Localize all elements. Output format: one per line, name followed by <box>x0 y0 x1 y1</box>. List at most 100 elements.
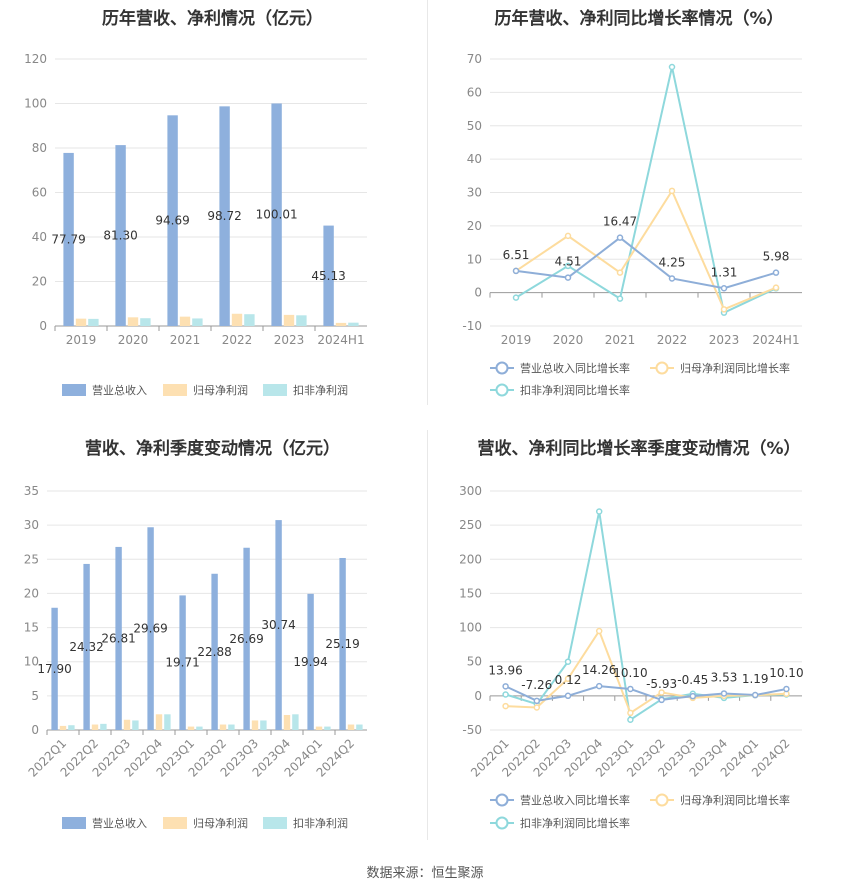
series-line-1 <box>515 188 777 311</box>
bar-0 <box>167 115 178 326</box>
point-0 <box>627 685 634 693</box>
point-1 <box>533 704 541 711</box>
bar-0 <box>115 145 126 326</box>
y-tick-label: 250 <box>459 518 482 532</box>
legend-label: 营业总收入 <box>92 816 147 830</box>
data-label: 30.74 <box>261 618 295 632</box>
panel-divider-bottom <box>427 430 428 840</box>
data-label: 5.98 <box>763 250 790 264</box>
data-label: 19.71 <box>165 656 199 670</box>
point-0 <box>751 691 759 699</box>
bar-2 <box>228 724 235 730</box>
data-label: 3.53 <box>711 670 738 684</box>
series-line-1 <box>505 628 787 715</box>
point-0 <box>616 234 624 241</box>
bar-0 <box>271 103 282 326</box>
data-label: 25.19 <box>325 637 359 651</box>
bar-0 <box>63 152 74 326</box>
y-tick-label: 150 <box>459 586 482 600</box>
annual-revenue-chart: 0 20 40 60 80 100 120 2019 77.79 2020 81.30 2021 94.… <box>24 52 367 397</box>
annual-growth-chart: -10 0 10 20 30 40 50 60 70 2019 2020 2021 2022 2023 20… <box>462 52 802 397</box>
bar-0 <box>219 106 230 327</box>
x-tick-label: 2023 <box>274 333 305 347</box>
point-0 <box>783 685 790 693</box>
bar-0 <box>179 595 186 730</box>
bar-2 <box>244 314 255 326</box>
data-label: -0.45 <box>677 673 708 687</box>
legend-label: 归母净利润 <box>193 383 248 397</box>
y-tick-label: 30 <box>24 518 39 532</box>
panel-divider-top <box>427 0 428 405</box>
point-0 <box>772 269 780 276</box>
data-label: -5.93 <box>646 677 677 691</box>
data-label: 26.81 <box>101 631 135 645</box>
series-line-2 <box>505 511 787 722</box>
bar-1 <box>283 714 291 730</box>
legend-label: 归母净利润同比增长率 <box>680 793 790 807</box>
point-1 <box>502 702 509 710</box>
bar-0 <box>83 563 90 730</box>
data-label: 77.79 <box>51 232 85 246</box>
bar-0 <box>275 520 282 730</box>
point-0 <box>502 683 509 690</box>
data-label: 22.88 <box>197 645 231 659</box>
bar-0 <box>323 225 334 326</box>
y-tick-label: 5 <box>31 689 39 703</box>
legend-marker <box>495 793 509 807</box>
bar-2 <box>260 720 267 730</box>
data-label: 10.10 <box>769 666 803 680</box>
point-0 <box>564 274 572 281</box>
x-tick-label: 2024H1 <box>752 333 799 347</box>
data-label: 45.13 <box>311 269 345 283</box>
point-2 <box>627 716 634 724</box>
bar-2 <box>88 318 99 326</box>
point-0 <box>658 696 665 704</box>
data-label: 19.94 <box>293 655 327 669</box>
data-label: 17.90 <box>37 662 71 676</box>
series-line-0 <box>505 685 787 702</box>
bar-1 <box>155 714 163 730</box>
series-line-2 <box>515 66 777 315</box>
y-tick-label: 40 <box>467 152 482 166</box>
y-tick-label: 60 <box>32 186 47 200</box>
y-tick-label: 0 <box>39 319 47 333</box>
y-tick-label: 20 <box>24 586 39 600</box>
y-tick-label: 20 <box>467 219 482 233</box>
y-tick-label: 35 <box>24 484 39 498</box>
x-tick-label: 2020 <box>553 333 584 347</box>
bar-2 <box>68 725 75 730</box>
y-tick-label: 30 <box>467 186 482 200</box>
point-0 <box>720 690 728 697</box>
x-tick-label: 2024H1 <box>317 333 364 347</box>
point-2 <box>595 508 603 515</box>
chart-panel-quarterly-revenue: 营收、净利季度变动情况（亿元） 0 5 10 15 20 25 30 35 2022Q1 17.9… <box>0 430 425 850</box>
x-tick-label: 2023 <box>709 333 740 347</box>
y-tick-label: 10 <box>24 655 39 669</box>
point-1 <box>564 232 572 240</box>
x-tick-label: 2019 <box>66 333 97 347</box>
point-1 <box>720 306 728 313</box>
legend-swatch <box>62 384 86 396</box>
legend-swatch <box>163 817 187 829</box>
y-tick-label: 10 <box>467 252 482 266</box>
legend-swatch <box>263 384 287 396</box>
bar-1 <box>219 724 227 730</box>
bar-2 <box>164 714 171 730</box>
data-label: 1.19 <box>742 672 769 686</box>
data-label: 1.31 <box>711 265 738 279</box>
legend-label: 归母净利润 <box>193 816 248 830</box>
point-2 <box>564 262 572 270</box>
chart-title: 营收、净利同比增长率季度变动情况（%） <box>477 439 801 459</box>
point-2 <box>512 294 520 301</box>
point-0 <box>533 697 541 705</box>
bar-2 <box>324 726 331 730</box>
y-tick-label: 60 <box>467 85 482 99</box>
legend-swatch <box>62 817 86 829</box>
y-tick-label: 0 <box>474 689 482 703</box>
bar-2 <box>296 315 307 326</box>
y-tick-label: 0 <box>474 286 482 300</box>
bar-2 <box>356 724 363 730</box>
data-label: 16.47 <box>603 215 637 229</box>
data-label: 4.25 <box>659 255 686 269</box>
point-0 <box>689 692 697 700</box>
